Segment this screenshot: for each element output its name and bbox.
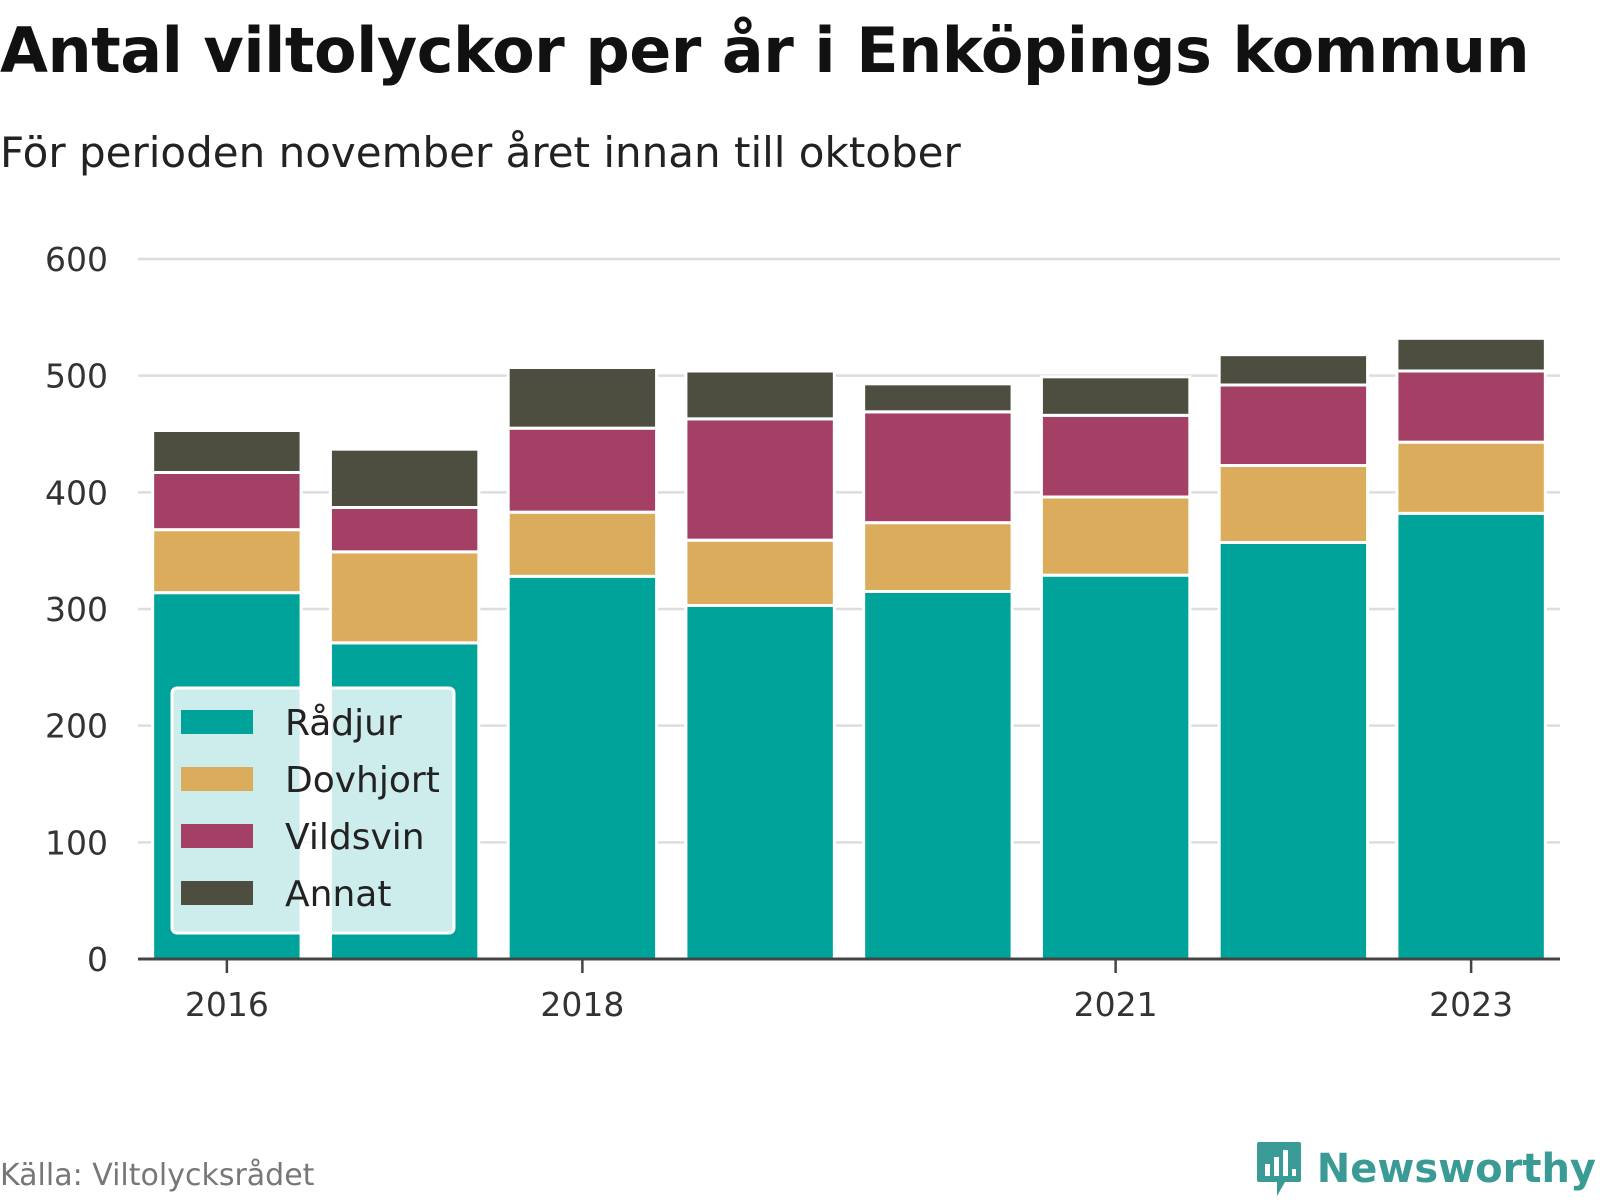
bar-segment	[1395, 511, 1547, 961]
bar-segment	[1395, 369, 1547, 444]
bar-segment	[506, 426, 659, 514]
x-tick-label: 2018	[540, 985, 624, 1024]
bar-segment	[1217, 353, 1370, 387]
brand-logo: Newsworthy	[1255, 1140, 1596, 1198]
legend-label: Vildsvin	[285, 817, 425, 858]
bar-segment	[328, 550, 481, 645]
bar-segment	[1039, 573, 1192, 961]
bar-segment	[862, 521, 1014, 594]
bar-segment	[151, 528, 303, 595]
bar-segment	[1039, 495, 1192, 577]
bar-segment	[506, 574, 659, 961]
y-tick-label: 200	[45, 707, 108, 746]
legend-label: Dovhjort	[285, 760, 440, 801]
bar-segment	[1395, 336, 1547, 373]
bar-segment	[1039, 375, 1192, 417]
bar-segment	[1217, 464, 1370, 544]
bar-segment	[506, 510, 659, 578]
bar-segment	[506, 366, 659, 430]
newsworthy-logo-icon	[1256, 1142, 1301, 1196]
x-tick-label: 2023	[1429, 985, 1513, 1024]
y-tick-label: 600	[45, 240, 108, 279]
x-tick-label: 2021	[1074, 985, 1158, 1024]
y-tick-label: 100	[45, 823, 108, 862]
bar-segment	[684, 369, 836, 421]
bar-segment	[151, 471, 303, 532]
bar-segment	[1217, 541, 1370, 961]
legend-swatch	[181, 710, 253, 734]
bar-segment	[328, 506, 481, 554]
legend-swatch	[181, 767, 253, 791]
bar-segment	[328, 447, 481, 509]
legend-label: Annat	[285, 874, 391, 915]
bar-segment	[1039, 413, 1192, 499]
y-tick-label: 400	[45, 473, 108, 512]
bar-segment	[1395, 440, 1547, 515]
legend-label: Rådjur	[285, 703, 402, 744]
bar-segment	[862, 590, 1014, 961]
legend-box	[170, 686, 456, 935]
y-tick-label: 0	[87, 940, 108, 979]
bar-segment	[862, 410, 1014, 525]
bar-segment	[1217, 383, 1370, 467]
legend-swatch	[181, 881, 253, 905]
source-note: Källa: Viltolycksrådet	[0, 1158, 315, 1193]
bar-segment	[684, 538, 836, 608]
y-tick-label: 500	[45, 357, 108, 396]
legend-swatch	[181, 824, 253, 848]
bar-segment	[684, 417, 836, 542]
bar-segment	[862, 382, 1014, 414]
brand-name: Newsworthy	[1316, 1146, 1596, 1192]
x-tick-label: 2016	[185, 985, 269, 1024]
chart-title: Antal viltolyckor per år i Enköpings kom…	[0, 14, 1530, 87]
bar-segment	[684, 604, 836, 961]
chart-subtitle: För perioden november året innan till ok…	[0, 128, 961, 177]
y-tick-label: 300	[45, 590, 108, 629]
bar-segment	[151, 429, 303, 474]
